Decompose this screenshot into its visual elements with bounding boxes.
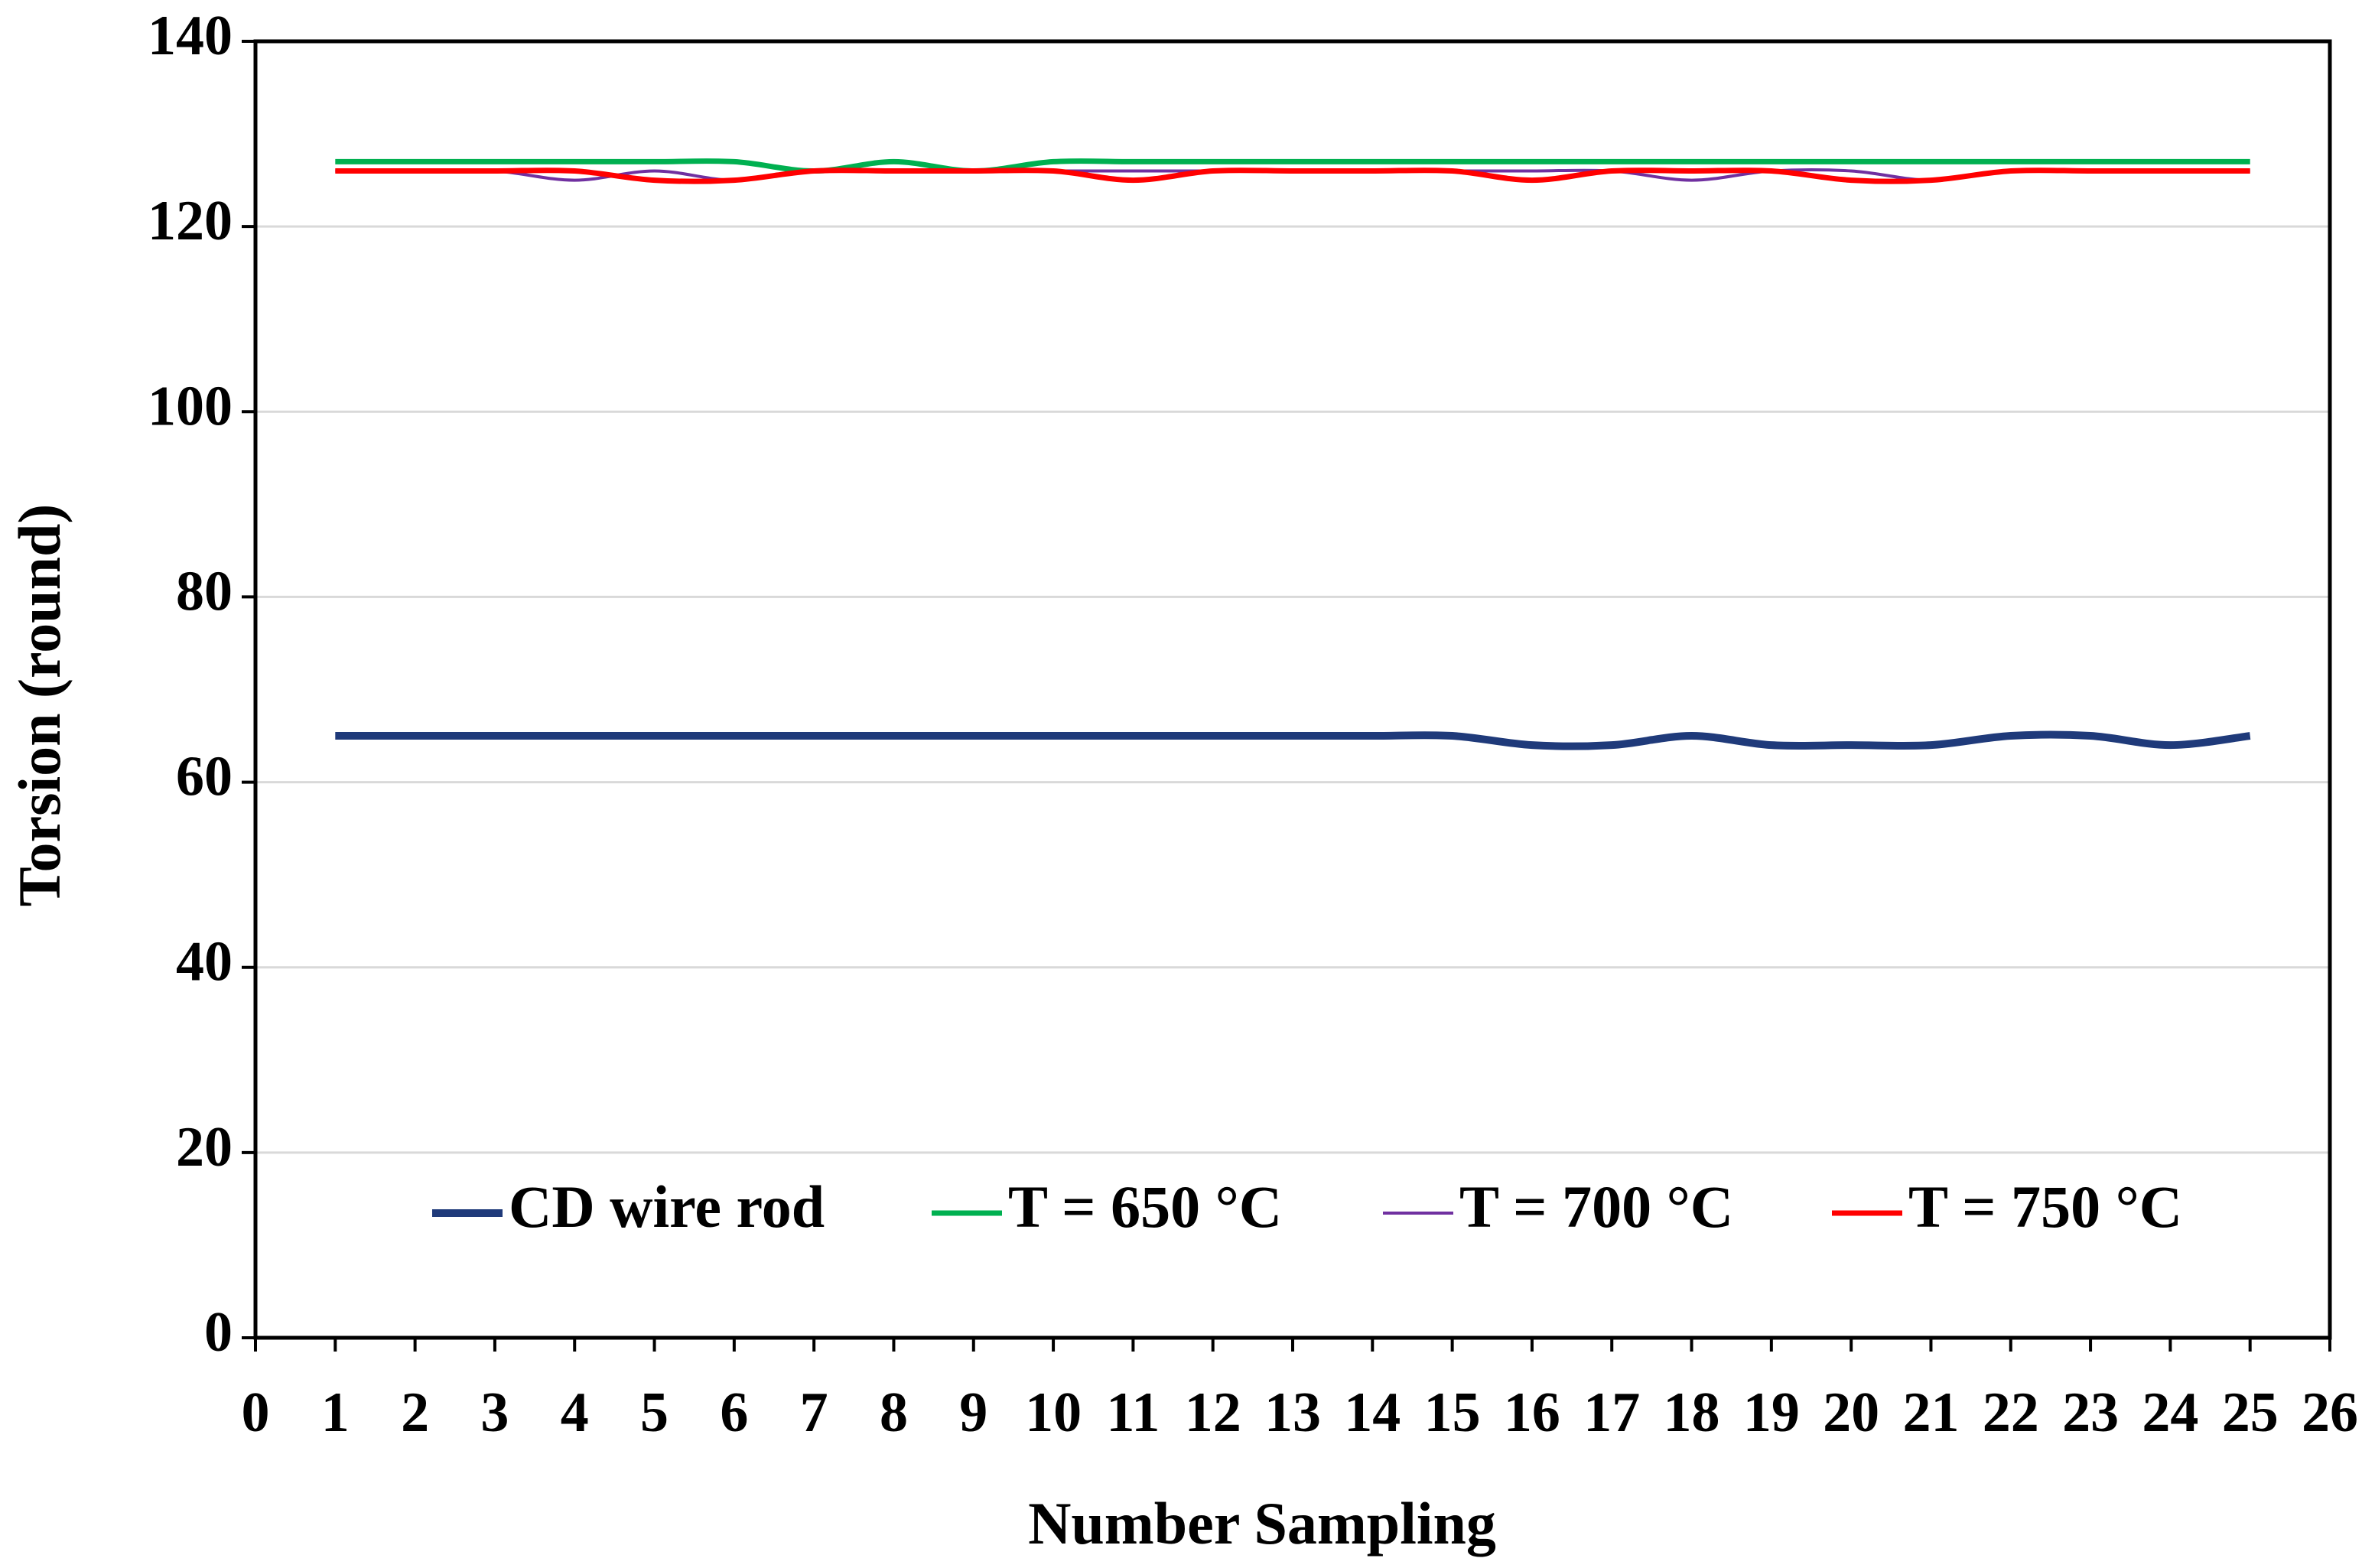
y-tick-label: 140 (148, 5, 233, 67)
y-tick-label: 40 (176, 931, 233, 994)
x-tick-label: 26 (2302, 1381, 2358, 1444)
x-tick-label: 18 (1664, 1381, 1720, 1444)
x-tick-label: 20 (1823, 1381, 1879, 1444)
y-tick-label: 20 (176, 1116, 233, 1179)
x-tick-label: 14 (1344, 1381, 1401, 1444)
x-tick-label: 24 (2142, 1381, 2198, 1444)
x-tick-label: 19 (1743, 1381, 1800, 1444)
x-tick-label: 13 (1264, 1381, 1321, 1444)
x-tick-label: 8 (880, 1381, 908, 1444)
x-tick-label: 5 (640, 1381, 669, 1444)
x-tick-label: 2 (401, 1381, 429, 1444)
x-tick-label: 3 (480, 1381, 509, 1444)
x-axis-title: Number Sampling (1028, 1490, 1496, 1557)
legend-label: CD wire rod (509, 1173, 825, 1240)
y-tick-label: 0 (204, 1301, 233, 1364)
x-tick-label: 16 (1504, 1381, 1560, 1444)
x-tick-label: 17 (1583, 1381, 1640, 1444)
x-tick-label: 21 (1902, 1381, 1959, 1444)
y-tick-label: 60 (176, 746, 233, 808)
x-tick-label: 15 (1424, 1381, 1481, 1444)
y-tick-label: 120 (148, 190, 233, 252)
series-line (335, 730, 2251, 750)
y-tick-label: 80 (176, 560, 233, 623)
x-tick-label: 23 (2062, 1381, 2119, 1444)
legend-label: T = 700 °C (1459, 1173, 1733, 1240)
x-tick-label: 10 (1025, 1381, 1082, 1444)
x-tick-label: 6 (720, 1381, 748, 1444)
x-tick-label: 22 (1983, 1381, 2039, 1444)
x-tick-label: 12 (1185, 1381, 1241, 1444)
x-tick-label: 4 (561, 1381, 589, 1444)
x-tick-label: 9 (959, 1381, 987, 1444)
x-tick-label: 11 (1106, 1381, 1160, 1444)
plot-frame (253, 39, 2332, 1340)
x-tick-label: 0 (242, 1381, 270, 1444)
legend-label: T = 650 °C (1008, 1173, 1282, 1240)
y-tick-label: 100 (148, 375, 233, 438)
series-line (335, 168, 2250, 184)
x-tick-label: 25 (2222, 1381, 2279, 1444)
x-tick-label: 7 (800, 1381, 828, 1444)
y-axis-title: Torsion (round) (6, 504, 73, 907)
x-tick-label: 1 (321, 1381, 350, 1444)
legend-label: T = 750 °C (1908, 1173, 2182, 1240)
series-line (335, 158, 2250, 174)
